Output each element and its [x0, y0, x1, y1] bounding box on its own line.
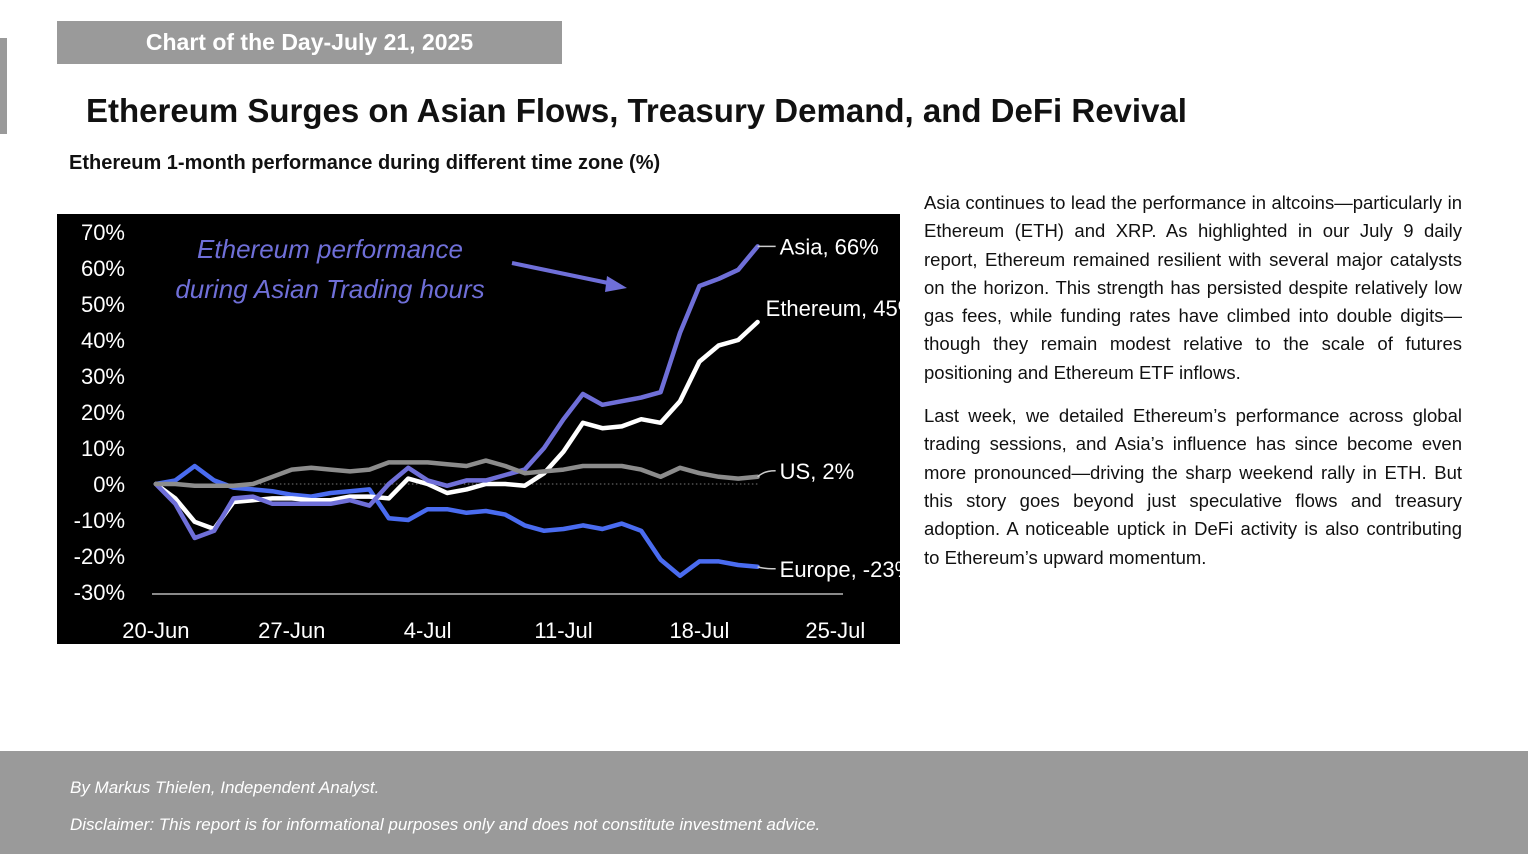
y-tick-label: 70%	[81, 220, 125, 245]
series-end-label-asia: Asia, 66%	[780, 234, 879, 259]
x-tick-label: 11-Jul	[534, 618, 592, 643]
annotation-arrow-head	[605, 276, 627, 292]
paragraph-2: Last week, we detailed Ethereum’s perfor…	[924, 405, 1462, 568]
y-tick-label: 0%	[93, 472, 125, 497]
x-tick-label: 18-Jul	[669, 618, 729, 643]
series-end-label-europe: Europe, -23%	[780, 557, 900, 582]
y-tick-label: -30%	[74, 580, 125, 605]
paragraph-1: Asia continues to lead the performance i…	[924, 192, 1462, 383]
series-end-label-us: US, 2%	[780, 459, 855, 484]
series-line-us	[153, 458, 760, 489]
annotation-arrow-shaft	[511, 261, 614, 286]
y-tick-label: -10%	[74, 508, 125, 533]
y-tick-label: -20%	[74, 544, 125, 569]
y-tick-label: 60%	[81, 256, 125, 281]
end-label-connector	[757, 566, 776, 570]
x-tick-label: 4-Jul	[404, 618, 452, 643]
author-credit: By Markus Thielen, Independent Analyst.	[70, 778, 380, 797]
annotation-line-1: Ethereum performance	[197, 234, 463, 264]
date-banner: Chart of the Day-July 21, 2025	[57, 21, 562, 64]
chart-title: Ethereum 1-month performance during diff…	[69, 152, 661, 174]
series-line-europe	[153, 463, 760, 579]
annotation-line-2: during Asian Trading hours	[175, 274, 484, 304]
page-title: Ethereum Surges on Asian Flows, Treasury…	[86, 92, 1187, 129]
disclaimer: Disclaimer: This report is for informati…	[70, 815, 821, 834]
y-tick-label: 10%	[81, 436, 125, 461]
x-tick-label: 27-Jun	[258, 618, 325, 643]
side-accent-bar	[0, 38, 7, 134]
chart-canvas: 70% 60% 50% 40% 30% 20% 10% 0% -10% -20% -30% 20-Ju…	[74, 220, 900, 643]
line-chart: 70% 60% 50% 40% 30% 20% 10% 0% -10% -20% -30% 20-Ju…	[57, 214, 900, 644]
series-line-asia	[153, 244, 760, 541]
footer: By Markus Thielen, Independent Analyst. …	[0, 751, 1528, 854]
date-banner-text: Chart of the Day-July 21, 2025	[145, 29, 474, 55]
article-body: Asia continues to lead the performance i…	[924, 189, 1462, 587]
series-end-label-ethereum: Ethereum, 45%	[766, 296, 900, 321]
y-tick-label: 40%	[81, 328, 125, 353]
y-tick-label: 50%	[81, 292, 125, 317]
y-tick-label: 30%	[81, 364, 125, 389]
y-tick-label: 20%	[81, 400, 125, 425]
x-tick-label: 25-Jul	[805, 618, 865, 643]
x-tick-label: 20-Jun	[122, 618, 189, 643]
end-label-connector	[757, 470, 776, 478]
